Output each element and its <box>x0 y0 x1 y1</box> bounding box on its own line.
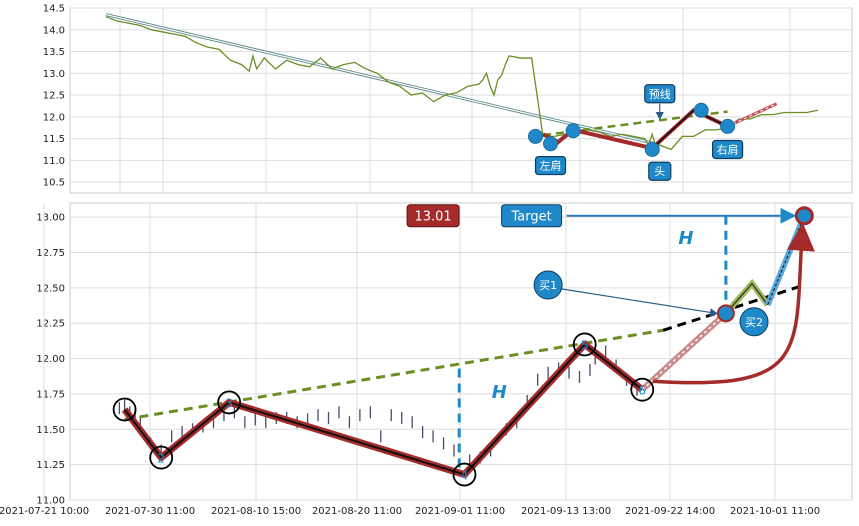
top-y-tick-label: 14.5 <box>43 4 65 15</box>
pivot-circle <box>630 377 655 402</box>
target-point <box>794 206 814 226</box>
x-tick-label: 2021-09-22 14:00 <box>625 506 715 517</box>
top-plot-area <box>69 7 853 194</box>
pivot-label: 6 <box>638 384 646 398</box>
bottom-pattern-panel: 13.00 12.75 12.50 12.25 12.00 11.75 11.50 11.25… <box>0 202 853 517</box>
top-y-tick-label: 13.5 <box>43 47 65 58</box>
buy1-point <box>716 304 735 323</box>
buy1-label: 买1 <box>539 279 557 292</box>
buy2-label: 买2 <box>745 316 763 329</box>
top-projection-line-inner <box>727 103 777 127</box>
top-pattern-point <box>693 102 709 118</box>
top-trend-line-inner <box>105 13 653 144</box>
pivot-circle <box>452 462 477 487</box>
bottom-y-tick-label: 11.00 <box>36 496 65 507</box>
x-tick-label: 2021-07-21 10:00 <box>0 506 89 517</box>
pivot-label: 4 <box>461 469 469 483</box>
top-y-tick-label: 11.0 <box>43 156 65 167</box>
pivot-circle <box>572 332 597 357</box>
top-y-tick-label: 13.0 <box>43 69 65 80</box>
top-pattern-point <box>720 118 736 134</box>
top-annotation-box <box>534 155 567 176</box>
top-price-line <box>105 16 819 151</box>
top-annotation-box <box>711 139 744 160</box>
neck-line-projection <box>662 283 805 332</box>
top-annotation-label: 预线 <box>649 87 671 101</box>
top-annotation-label: 左肩 <box>540 159 562 173</box>
buy1-arrow <box>562 288 719 317</box>
top-y-tick-label: 12.5 <box>43 91 65 102</box>
top-annotation-label: 右肩 <box>717 142 739 156</box>
top-pattern-point <box>565 123 581 139</box>
pivot-circle <box>149 445 174 470</box>
top-y-tick-label: 12.0 <box>43 112 65 123</box>
pivot-label: 3 <box>225 396 233 410</box>
retest-path-inner <box>725 282 769 314</box>
target-value-box <box>406 204 460 228</box>
x-tick-label: 2021-08-20 11:00 <box>312 506 402 517</box>
target-label-text: Target <box>510 210 551 225</box>
buy1-marker <box>533 270 563 300</box>
bottom-y-tick-label: 11.25 <box>36 460 65 471</box>
top-pattern-point <box>527 128 543 144</box>
x-tick-label: 2021-10-01 11:00 <box>730 506 820 517</box>
bottom-y-tick-label: 13.00 <box>36 213 65 224</box>
top-y-tick-label: 11.5 <box>43 134 65 145</box>
bottom-y-tick-label: 12.25 <box>36 319 65 330</box>
pivot-circle <box>217 390 242 415</box>
bottom-y-tick-label: 12.00 <box>36 354 65 365</box>
top-annotation-box <box>644 84 676 104</box>
bottom-y-tick-label: 12.50 <box>36 283 65 294</box>
top-pattern-core <box>651 109 728 149</box>
x-tick-label: 2021-07-30 11:00 <box>105 506 195 517</box>
pivot-label: 2 <box>157 452 165 466</box>
top-pattern-point <box>543 136 559 152</box>
x-tick-label: 2021-08-10 15:00 <box>211 506 301 517</box>
top-price-panel: 14.5 14.0 13.5 13.0 12.5 12.0 11.5 11.0 10.5 左肩 预线… <box>43 4 853 194</box>
target-label-box <box>501 204 563 228</box>
buy2-marker <box>739 307 769 337</box>
height-label-left: H <box>492 382 507 403</box>
top-pattern-point <box>644 141 660 157</box>
pivot-label: 5 <box>581 338 589 352</box>
projection-curve-arrow <box>652 222 815 385</box>
top-y-tick-label: 14.0 <box>43 25 65 36</box>
top-annotation-box <box>648 161 672 181</box>
breakout-line-inner <box>641 312 727 391</box>
bottom-plot-area <box>69 202 853 501</box>
bottom-y-tick-label: 11.75 <box>36 389 65 400</box>
x-tick-label: 2021-09-13 13:00 <box>521 506 611 517</box>
height-label-right: H <box>678 228 693 249</box>
x-tick-label: 2021-09-01 11:00 <box>415 506 505 517</box>
target-value-label: 13.01 <box>414 210 451 225</box>
top-y-tick-label: 10.5 <box>43 178 65 189</box>
bottom-y-tick-label: 12.75 <box>36 248 65 259</box>
top-annotation-label: 头 <box>654 165 665 178</box>
pivot-circle <box>112 397 137 422</box>
bottom-y-tick-label: 11.50 <box>36 425 65 436</box>
pattern-zigzag-inner <box>123 343 643 476</box>
